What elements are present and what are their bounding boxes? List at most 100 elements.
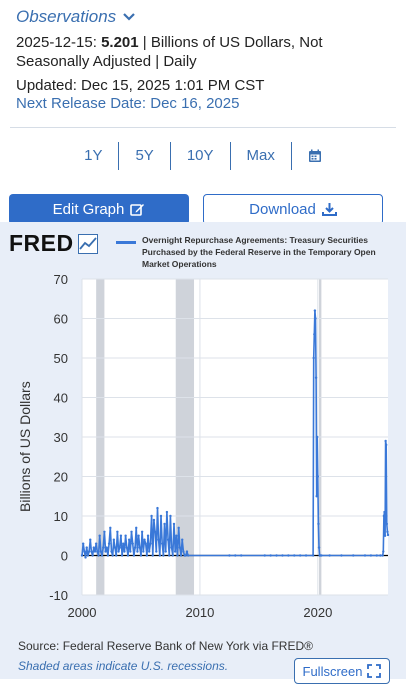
recession-note: Shaded areas indicate U.S. recessions. <box>18 659 229 673</box>
data-point <box>118 546 121 549</box>
data-point <box>91 554 94 557</box>
data-point <box>107 542 111 545</box>
data-point <box>127 538 131 541</box>
data-point <box>155 550 158 553</box>
download-icon <box>321 203 337 216</box>
y-tick-label: 60 <box>54 312 68 327</box>
range-5y[interactable]: 5Y <box>119 142 171 170</box>
data-point <box>386 530 389 533</box>
graph-panel: FRED Overnight Repurchase Agreements: Tr… <box>0 222 406 684</box>
data-point <box>89 538 92 541</box>
data-point <box>116 530 119 533</box>
data-point <box>156 506 159 510</box>
fullscreen-icon <box>367 664 382 678</box>
data-point <box>105 546 108 549</box>
data-point <box>317 546 321 549</box>
data-point <box>132 554 136 557</box>
data-point <box>135 526 138 530</box>
data-point <box>136 550 139 553</box>
observation-date: 2025-12-15: <box>16 34 97 51</box>
source-note: Source: Federal Reserve Bank of New York… <box>18 639 313 653</box>
data-point <box>159 514 163 518</box>
data-point <box>328 554 331 557</box>
next-release-date: Next Release Date: Dec 16, 2025 <box>16 95 240 112</box>
data-point <box>96 550 99 553</box>
download-label: Download <box>249 201 316 218</box>
data-point <box>386 533 390 537</box>
data-point <box>106 554 110 557</box>
observation-units: | Billions of US Dollars, Not Seasonally… <box>16 34 323 70</box>
data-point <box>114 554 118 557</box>
y-tick-label: 40 <box>54 391 68 406</box>
data-point <box>312 356 315 360</box>
edit-graph-label: Edit Graph <box>52 201 125 218</box>
data-point <box>165 510 169 514</box>
data-point <box>317 522 320 526</box>
data-point <box>379 554 382 557</box>
data-point <box>112 538 116 541</box>
data-point <box>153 530 157 533</box>
data-point <box>124 534 127 537</box>
data-point <box>382 514 386 518</box>
data-point <box>81 542 85 545</box>
custom-range-button[interactable] <box>292 142 338 170</box>
data-point <box>97 554 100 557</box>
data-point <box>119 534 123 537</box>
data-point <box>281 554 284 557</box>
calendar-icon <box>308 149 321 163</box>
data-point <box>314 317 317 320</box>
x-tick-label: 2020 <box>303 605 332 620</box>
data-point <box>129 550 132 553</box>
data-point <box>263 554 266 557</box>
data-point <box>287 554 290 557</box>
fullscreen-button[interactable]: Fullscreen <box>294 658 390 684</box>
data-point <box>185 550 189 553</box>
data-point <box>83 550 86 553</box>
data-point <box>130 530 133 533</box>
data-point <box>94 542 98 545</box>
data-point <box>275 554 278 557</box>
data-point <box>382 550 385 553</box>
data-point <box>85 546 88 549</box>
observations-toggle[interactable]: Observations <box>16 6 390 28</box>
edit-graph-button[interactable]: Edit Graph <box>9 194 189 225</box>
data-point <box>375 554 378 557</box>
data-point <box>369 554 373 557</box>
download-button[interactable]: Download <box>203 194 383 225</box>
y-tick-label: 30 <box>54 430 68 445</box>
data-point <box>146 534 150 537</box>
data-point <box>109 526 112 530</box>
data-point <box>175 534 178 537</box>
observation-value: 5.201 <box>101 34 139 51</box>
data-point <box>160 542 164 545</box>
data-point <box>384 439 387 443</box>
data-point <box>143 538 146 541</box>
data-point <box>111 554 114 557</box>
data-point <box>151 554 154 557</box>
data-point <box>123 550 126 553</box>
data-point <box>110 550 113 553</box>
data-point <box>352 554 355 557</box>
range-10y[interactable]: 10Y <box>171 142 231 170</box>
x-tick-label: 2000 <box>68 605 97 620</box>
data-point <box>313 309 317 312</box>
data-point <box>314 376 318 379</box>
data-point <box>87 550 91 553</box>
legend-series-label: Overnight Repurchase Agreements: Treasur… <box>142 235 376 269</box>
range-max[interactable]: Max <box>231 142 292 170</box>
data-point <box>186 554 190 557</box>
fred-logo-text: FRED <box>9 230 74 256</box>
data-point <box>100 554 104 557</box>
y-tick-label: 0 <box>61 549 68 564</box>
data-point <box>158 554 162 557</box>
fred-logo: FRED <box>9 230 98 257</box>
data-point <box>102 546 105 549</box>
data-point <box>293 554 296 557</box>
data-point <box>125 546 129 549</box>
data-point <box>92 546 95 549</box>
data-point <box>166 538 170 541</box>
data-point <box>93 550 97 553</box>
chevron-down-icon <box>123 13 135 21</box>
data-point <box>363 554 367 557</box>
range-1y[interactable]: 1Y <box>68 142 120 170</box>
